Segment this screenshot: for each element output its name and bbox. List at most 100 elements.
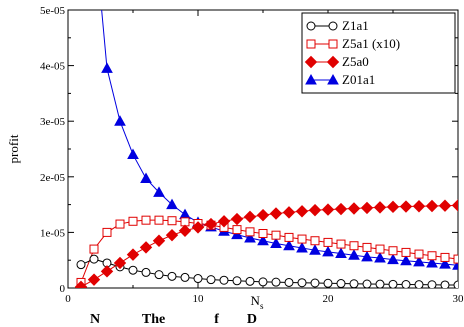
legend-label-z01a1: Z01a1: [342, 72, 375, 87]
data-point-z1a1: [141, 267, 151, 277]
data-point-z5a1-x10: [440, 252, 450, 262]
data-point-z5a0: [204, 217, 218, 231]
data-point-z01a1: [439, 258, 451, 269]
data-point-z5a0: [230, 212, 244, 226]
x-tick-label: 0: [65, 293, 71, 305]
data-point-z1a1: [232, 276, 242, 286]
legend-marker-z01a1: [305, 73, 317, 85]
data-point-z5a1-x10: [258, 229, 268, 239]
data-point-z01a1: [413, 255, 425, 267]
x-axis-label: Ns: [251, 293, 264, 311]
data-point-z5a0: [373, 201, 387, 214]
data-point-z1a1: [427, 280, 437, 288]
data-point-z1a1: [180, 272, 190, 282]
y-tick-label: 5e-05: [40, 5, 66, 17]
data-point-z5a1-x10: [388, 246, 398, 256]
data-point-z01a1: [400, 254, 412, 266]
data-point-z5a0: [113, 256, 127, 270]
legend-marker-z5a1-x10: [328, 39, 338, 49]
data-point-z5a0: [243, 210, 257, 224]
data-point-z5a1-x10: [89, 244, 99, 254]
data-point-z5a1-x10: [375, 244, 385, 254]
data-point-z01a1: [257, 234, 269, 246]
data-point-z5a0: [334, 202, 348, 216]
data-point-z01a1: [296, 241, 308, 253]
data-point-z1a1: [362, 279, 372, 288]
data-point-z1a1: [453, 280, 458, 288]
y-tick-label: 0: [60, 283, 66, 295]
data-point-z1a1: [349, 279, 359, 288]
data-point-z1a1: [284, 277, 294, 287]
y-tick-label: 2e-05: [40, 172, 66, 184]
data-point-z1a1: [76, 260, 86, 270]
data-point-z1a1: [89, 254, 99, 264]
data-point-z5a1-x10: [414, 249, 424, 259]
data-point-z5a0: [100, 265, 114, 278]
data-point-z5a1-x10: [310, 236, 320, 246]
data-point-z01a1: [231, 228, 243, 240]
data-point-z01a1: [140, 172, 152, 183]
y-tick-label: 3e-05: [40, 116, 66, 128]
data-point-z5a1-x10: [427, 251, 437, 261]
data-point-z01a1: [127, 148, 139, 160]
data-point-z5a1-x10: [349, 241, 359, 251]
data-point-z5a1-x10: [284, 232, 294, 242]
data-point-z01a1: [244, 231, 256, 243]
data-point-z1a1: [388, 279, 398, 288]
data-point-z5a0: [451, 199, 458, 212]
data-point-z5a1-x10: [115, 219, 125, 229]
data-point-z1a1: [167, 271, 177, 281]
data-point-z5a1-x10: [453, 254, 458, 264]
data-point-z1a1: [219, 275, 229, 285]
data-point-z01a1: [283, 239, 295, 251]
axis-ticks: 0 10 20 30 0 1e-05 2e-05 3e-05 4e-05 5e-05: [40, 5, 464, 305]
data-point-z1a1: [323, 278, 333, 288]
data-point-z01a1: [374, 251, 386, 263]
data-point-z01a1: [166, 198, 178, 210]
data-point-z01a1: [322, 245, 334, 257]
x-tick-label: 30: [453, 293, 464, 305]
data-point-z01a1: [348, 249, 360, 260]
data-point-z1a1: [375, 279, 385, 288]
series-layer: [74, 10, 458, 288]
data-point-z5a0: [399, 200, 413, 213]
data-point-z01a1: [387, 253, 399, 265]
data-point-z01a1: [114, 115, 126, 126]
legend-marker-z5a0: [326, 55, 340, 69]
data-point-z1a1: [310, 278, 320, 288]
data-point-z1a1: [258, 277, 268, 287]
data-point-z5a0: [360, 201, 374, 215]
data-point-z5a0: [425, 199, 439, 213]
y-tick-label: 4e-05: [40, 61, 66, 73]
data-point-z1a1: [414, 280, 424, 288]
data-point-z5a0: [178, 224, 192, 237]
x-tick-label: 20: [323, 293, 335, 305]
data-point-z5a0: [282, 206, 296, 219]
x-tick-label: 10: [193, 293, 205, 305]
data-point-z5a1-x10: [271, 230, 281, 240]
data-point-z1a1: [193, 274, 203, 284]
data-point-z1a1: [154, 270, 164, 280]
data-point-z5a0: [152, 234, 166, 247]
data-point-z1a1: [440, 280, 450, 288]
legend: Z1a1 Z5a1 (x10) Z5a0 Z01a1: [301, 12, 456, 94]
data-point-z5a1-x10: [323, 237, 333, 247]
legend-box: [301, 12, 456, 94]
data-point-z5a0: [295, 205, 309, 218]
data-point-z5a0: [347, 202, 361, 215]
data-point-z5a1-x10: [232, 225, 242, 235]
data-point-z01a1: [309, 244, 321, 255]
data-point-z5a0: [386, 200, 400, 214]
data-point-z5a1-x10: [297, 234, 307, 244]
legend-marker-z1a1: [328, 21, 338, 31]
y-axis-label: profit: [6, 134, 21, 163]
data-point-z5a1-x10: [245, 227, 255, 237]
x-axis-label-subscript: s: [260, 301, 264, 311]
data-point-z5a0: [321, 203, 335, 216]
legend-marker-z01a1: [327, 73, 339, 85]
data-point-z5a0: [438, 199, 452, 212]
legend-marker-z5a0: [304, 55, 318, 69]
data-point-z1a1: [297, 278, 307, 288]
data-point-z5a0: [308, 203, 322, 217]
data-point-z5a0: [217, 215, 231, 228]
